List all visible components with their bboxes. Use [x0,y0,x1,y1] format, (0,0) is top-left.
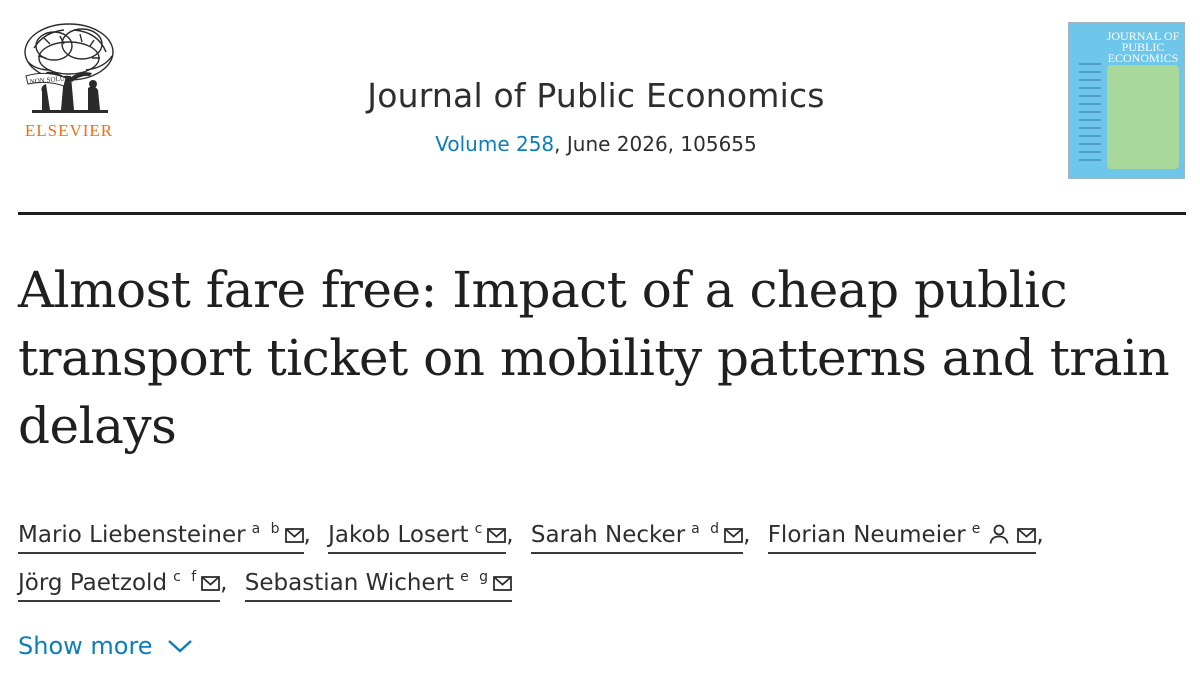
chevron-down-icon [167,640,192,653]
affiliation-marks: a d [691,521,723,537]
mail-icon [284,528,304,543]
separator: , [506,522,514,548]
mail-icon [487,528,507,543]
article-title: Almost fare free: Impact of a cheap publ… [18,261,1170,455]
affiliation-marks: c [474,521,486,537]
mail-icon [1017,528,1037,543]
mail-icon [493,576,512,591]
separator: , [743,522,751,548]
author-link[interactable]: Jörg Paetzold c f [18,562,221,602]
affiliation-marks: e [971,521,984,537]
journal-header: NON SOLUS ELSEVIER Journal of Public Eco… [0,0,1200,215]
separator: , [303,522,311,548]
issue-date-and-id: , June 2026, 105655 [554,132,757,156]
separator: , [1036,522,1044,548]
author-list: Mario Liebensteiner a b, Jakob Losert c, S… [18,514,1188,610]
cover-title: JOURNAL OF PUBLIC ECONOMICS [1106,29,1180,65]
author-name: Jörg Paetzold [18,570,168,596]
header-divider [18,212,1186,215]
author-name: Mario Liebensteiner [18,522,246,548]
author-name: Jakob Losert [328,522,469,548]
author-name: Sarah Necker [530,522,686,548]
author-link[interactable]: Sarah Necker a d [530,514,744,554]
volume-link[interactable]: Volume 258 [435,132,555,156]
cover-contents-lines [1079,63,1101,167]
author-link[interactable]: Sebastian Wichert e g [244,562,513,602]
author-name: Florian Neumeier [767,522,966,548]
show-more-label: Show more [18,632,153,660]
elsevier-logo[interactable]: NON SOLUS ELSEVIER [14,18,124,142]
affiliation-marks: a b [251,521,283,537]
affiliation-marks: e g [460,569,492,585]
mail-icon [201,576,221,591]
volume-info: Volume 258, June 2026, 105655 [0,132,1192,156]
elsevier-wordmark: ELSEVIER [24,121,114,140]
mail-icon [724,528,743,543]
cover-panel [1107,65,1179,169]
tree-logo-icon: NON SOLUS [24,23,114,113]
author-link[interactable]: Mario Liebensteiner a b [18,514,304,554]
affiliation-marks: c f [173,569,200,585]
author-link[interactable]: Jakob Losert c [328,514,507,554]
author-link[interactable]: Florian Neumeier e [767,514,1037,554]
journal-title[interactable]: Journal of Public Economics [367,76,825,115]
person-icon [989,524,1009,544]
author-name: Sebastian Wichert [244,570,455,596]
separator: , [220,570,228,596]
show-more-button[interactable]: Show more [18,632,193,660]
journal-cover-thumbnail[interactable]: JOURNAL OF PUBLIC ECONOMICS [1068,22,1185,179]
